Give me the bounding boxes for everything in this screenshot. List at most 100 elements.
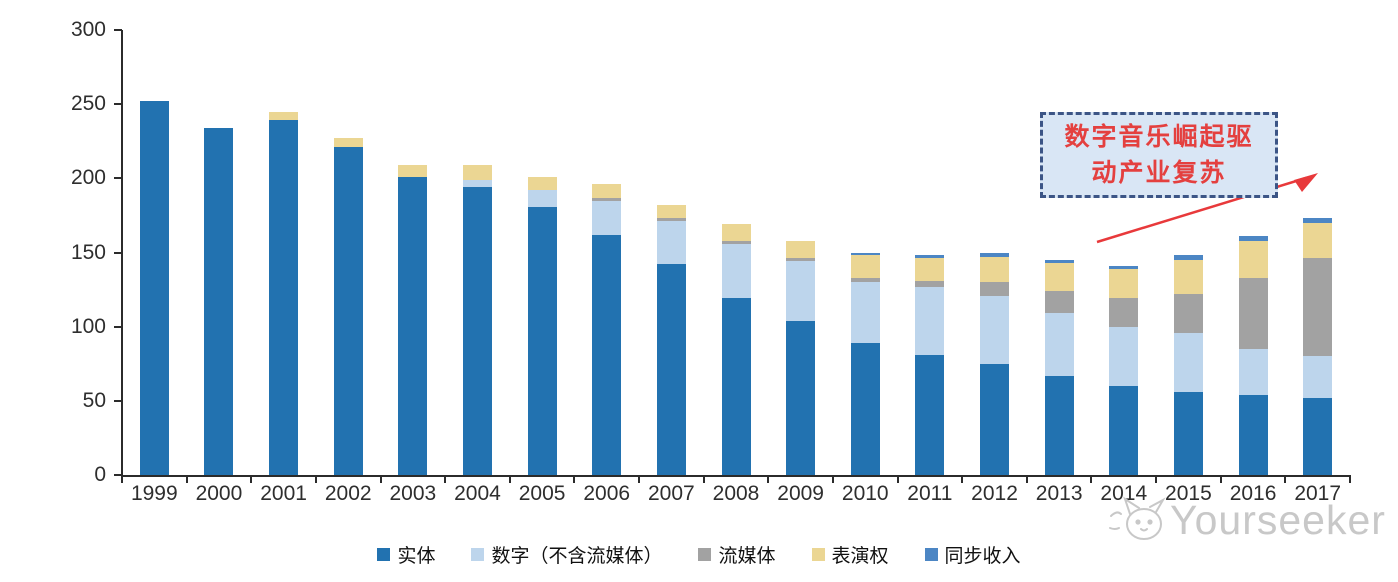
legend-item: 同步收入 [924, 541, 1021, 568]
bar-segment [1109, 268, 1139, 299]
bar-segment [527, 190, 557, 207]
bar-segment [915, 286, 945, 355]
x-tick [896, 475, 899, 483]
legend-swatch-icon [698, 548, 712, 561]
bar-segment [1173, 259, 1203, 295]
bar-segment [980, 295, 1010, 364]
bar-segment [915, 280, 945, 287]
x-axis-label: 2009 [777, 482, 824, 505]
x-tick [185, 475, 188, 483]
bar-segment [1303, 222, 1333, 259]
bar-segment [1173, 391, 1203, 475]
x-tick [573, 475, 576, 483]
bar-segment [656, 221, 686, 265]
y-axis-label: 100 [70, 314, 106, 338]
legend-item: 数字（不含流媒体） [471, 541, 662, 568]
y-axis-label: 150 [70, 240, 106, 264]
bar-segment [721, 240, 751, 244]
annotation-line2: 动产业复苏 [1091, 159, 1227, 187]
bar-segment [980, 256, 1010, 283]
legend-item: 实体 [377, 541, 435, 568]
annotation-line1: 数字音乐崛起驱 [1064, 123, 1254, 151]
bar-segment [1303, 356, 1333, 398]
legend-label: 流媒体 [718, 546, 776, 567]
bar-segment [269, 120, 299, 475]
x-axis-label: 2000 [195, 482, 243, 505]
bar-segment [1044, 313, 1074, 376]
x-axis-label: 2015 [1165, 482, 1212, 505]
x-axis-label: 2011 [907, 482, 953, 505]
x-axis-label: 2003 [389, 482, 437, 505]
x-axis-label: 2006 [583, 482, 631, 505]
bar-segment [786, 320, 816, 475]
x-tick [1025, 475, 1028, 483]
bar-segment [333, 138, 363, 148]
bar-segment [592, 197, 622, 201]
x-tick [767, 475, 770, 483]
legend-swatch-icon [471, 548, 485, 561]
bar-segment [1109, 265, 1139, 269]
bar-segment [204, 127, 234, 475]
bar-segment [1173, 255, 1203, 260]
bar-segment [850, 277, 880, 283]
bar-segment [850, 252, 880, 256]
y-axis-label: 250 [70, 92, 106, 116]
bar-segment [592, 184, 622, 198]
bar-segment [1109, 298, 1139, 327]
legend-label: 同步收入 [944, 546, 1021, 567]
bar-segment [462, 187, 492, 475]
bar-segment [1238, 394, 1268, 475]
x-axis-label: 1999 [130, 482, 178, 505]
x-tick [961, 475, 964, 483]
x-tick [379, 475, 382, 483]
legend-swatch-icon [811, 548, 825, 561]
y-tick [114, 177, 122, 180]
bar-segment [139, 101, 169, 475]
y-axis-label: 200 [70, 166, 106, 190]
y-axis-label: 0 [94, 463, 106, 486]
bar-segment [1303, 258, 1333, 357]
x-axis-label: 2007 [648, 482, 695, 505]
bar-segment [1238, 240, 1268, 278]
bar-segment [721, 243, 751, 299]
x-axis-label: 2001 [260, 482, 307, 505]
y-tick [114, 251, 122, 254]
y-tick [114, 103, 122, 106]
bar-segment [915, 258, 945, 281]
x-tick [1284, 475, 1287, 483]
bar-segment [527, 176, 557, 191]
bar-segment [915, 255, 945, 259]
bar-segment [1173, 332, 1203, 392]
y-tick [114, 325, 122, 328]
x-tick [121, 475, 123, 483]
bar-segment [398, 176, 428, 475]
x-tick [314, 475, 317, 483]
bar-segment [592, 234, 622, 475]
bar-segment [721, 224, 751, 241]
legend-label: 表演权 [831, 546, 889, 567]
bar-segment [269, 111, 299, 121]
x-tick [702, 475, 705, 483]
bar-segment [980, 363, 1010, 475]
bar-segment [527, 206, 557, 475]
bar-segment [1238, 277, 1268, 349]
x-tick [444, 475, 447, 483]
x-tick [250, 475, 253, 483]
x-axis-label: 2014 [1100, 482, 1148, 505]
legend-label: 数字（不含流媒体） [491, 546, 663, 567]
x-axis-label: 2012 [971, 482, 1018, 505]
y-tick [114, 29, 122, 31]
y-axis-label: 300 [70, 18, 106, 41]
legend: 实体 数字（不含流媒体） 流媒体 表演权 同步收入 [0, 541, 1398, 568]
bar-segment [1109, 386, 1139, 475]
bar-segment [656, 205, 686, 219]
bar-segment [592, 200, 622, 235]
bar-segment [786, 261, 816, 321]
bar-segment [1044, 262, 1074, 292]
x-axis-label: 2002 [324, 482, 372, 505]
bar-segment [1044, 375, 1074, 475]
bar-segment [462, 164, 492, 180]
bar-segment [656, 264, 686, 475]
watermark-brand: Yourseeker [1170, 496, 1386, 543]
